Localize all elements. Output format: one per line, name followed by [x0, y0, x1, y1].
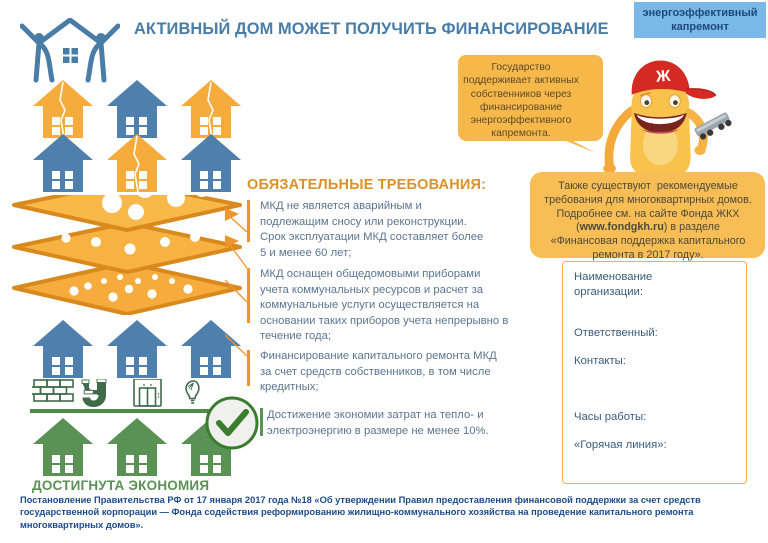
svg-text:Ж: Ж [654, 68, 671, 86]
